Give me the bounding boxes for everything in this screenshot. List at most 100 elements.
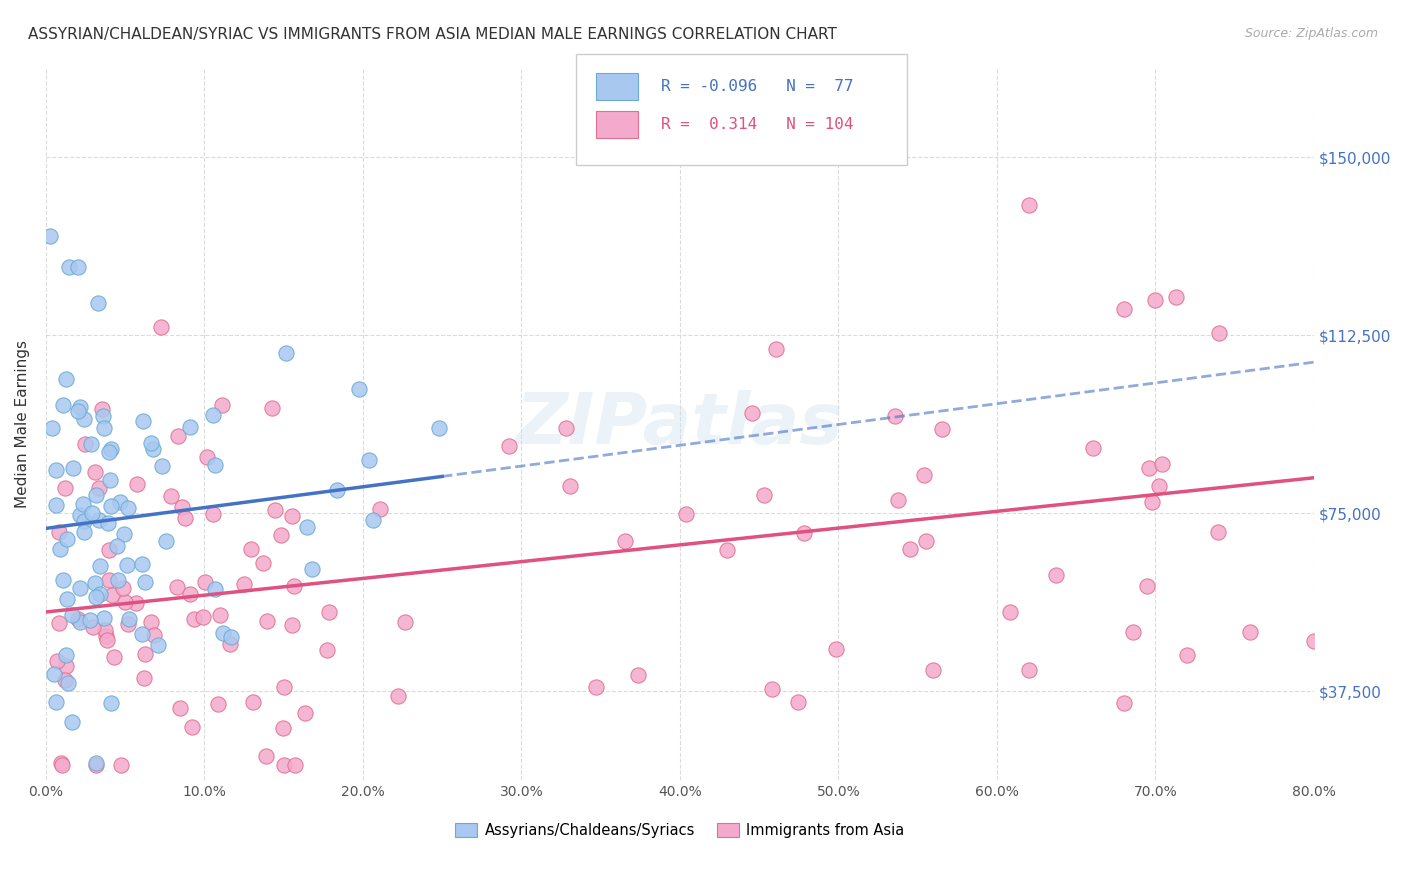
Point — [884, 409, 907, 423]
Point — [233, 577, 256, 591]
Point — [66, 404, 89, 418]
Point — [66, 260, 89, 274]
Point — [150, 458, 173, 473]
Point — [765, 342, 787, 356]
Point — [558, 478, 581, 492]
Point — [741, 406, 763, 420]
Point — [112, 526, 135, 541]
Point — [1018, 198, 1040, 212]
Point — [179, 420, 201, 434]
Point — [107, 574, 129, 588]
Point — [254, 748, 277, 763]
Point — [117, 616, 139, 631]
Point — [98, 445, 121, 459]
Point — [195, 450, 218, 464]
Point — [368, 501, 391, 516]
Point — [1144, 293, 1167, 307]
Point — [219, 630, 242, 644]
Point — [84, 591, 107, 605]
Point — [614, 533, 637, 548]
Point — [283, 579, 305, 593]
Point — [56, 532, 79, 546]
Point — [387, 689, 409, 703]
Point — [169, 701, 191, 715]
Point — [42, 666, 65, 681]
Point — [69, 582, 91, 596]
Point — [280, 509, 302, 524]
Point — [1112, 302, 1135, 317]
Point — [125, 597, 148, 611]
Point — [202, 507, 225, 521]
Point — [1208, 326, 1230, 340]
Point — [80, 437, 103, 451]
Point — [792, 525, 814, 540]
Point — [498, 439, 520, 453]
Point — [359, 453, 381, 467]
Point — [48, 525, 70, 540]
Point — [263, 502, 285, 516]
Point — [132, 414, 155, 428]
Point — [101, 588, 124, 602]
Point — [80, 506, 103, 520]
Point — [318, 605, 340, 619]
Point — [284, 757, 307, 772]
Point — [69, 615, 91, 629]
Point — [105, 539, 128, 553]
Point — [73, 525, 96, 540]
Y-axis label: Median Male Earnings: Median Male Earnings — [15, 340, 30, 508]
Point — [1302, 634, 1324, 648]
Point — [167, 429, 190, 443]
Point — [82, 620, 104, 634]
Point — [55, 372, 77, 386]
Point — [427, 421, 450, 435]
Point — [207, 698, 229, 712]
Point — [52, 574, 75, 588]
Point — [252, 556, 274, 570]
Point — [134, 647, 156, 661]
Point — [912, 467, 935, 482]
Point — [1045, 568, 1067, 582]
Point — [112, 581, 135, 595]
Point — [716, 543, 738, 558]
Point — [170, 500, 193, 514]
Point — [79, 613, 101, 627]
Point — [160, 489, 183, 503]
Point — [97, 574, 120, 588]
Point — [73, 514, 96, 528]
Point — [146, 638, 169, 652]
Point — [1081, 442, 1104, 456]
Point — [46, 655, 69, 669]
Point — [53, 673, 76, 688]
Point — [127, 476, 149, 491]
Point — [754, 488, 776, 502]
Point — [60, 607, 83, 622]
Point — [51, 757, 73, 772]
Point — [998, 605, 1021, 619]
Point — [1150, 458, 1173, 472]
Point — [315, 643, 337, 657]
Point — [931, 422, 953, 436]
Point — [94, 629, 117, 643]
Point — [84, 466, 107, 480]
Point — [142, 628, 165, 642]
Point — [100, 442, 122, 457]
Point — [326, 483, 349, 497]
Point — [87, 295, 110, 310]
Point — [60, 714, 83, 729]
Point — [52, 398, 75, 412]
Point — [41, 421, 63, 435]
Point — [45, 463, 67, 477]
Point — [1206, 525, 1229, 540]
Point — [174, 511, 197, 525]
Point — [73, 412, 96, 426]
Point — [915, 534, 938, 549]
Point — [180, 720, 202, 734]
Point — [273, 680, 295, 694]
Point — [96, 632, 118, 647]
Point — [45, 498, 67, 512]
Point — [108, 494, 131, 508]
Point — [93, 421, 115, 435]
Point — [93, 611, 115, 625]
Legend: Assyrians/Chaldeans/Syriacs, Immigrants from Asia: Assyrians/Chaldeans/Syriacs, Immigrants … — [450, 817, 910, 844]
Text: ASSYRIAN/CHALDEAN/SYRIAC VS IMMIGRANTS FROM ASIA MEDIAN MALE EARNINGS CORRELATIO: ASSYRIAN/CHALDEAN/SYRIAC VS IMMIGRANTS F… — [28, 27, 837, 42]
